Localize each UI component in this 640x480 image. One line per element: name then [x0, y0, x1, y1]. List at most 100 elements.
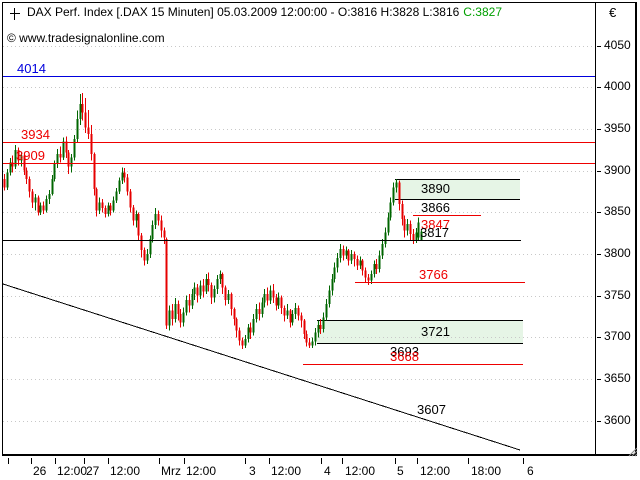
candle-body: [146, 254, 149, 261]
candle-body: [303, 320, 306, 335]
candle-body: [398, 182, 401, 205]
candle-body: [6, 172, 9, 188]
candle-body: [135, 214, 138, 221]
candle-body: [193, 287, 196, 295]
candle-body: [347, 250, 350, 261]
candle-body: [126, 177, 129, 192]
candle-body: [73, 139, 76, 158]
candle-body: [266, 294, 269, 301]
candle-body: [11, 162, 14, 167]
candle-body: [149, 239, 152, 255]
candle-body: [123, 172, 126, 178]
candle-body: [258, 309, 261, 315]
candle-body: [375, 264, 378, 270]
candle-body: [283, 308, 286, 316]
candle-body: [353, 254, 356, 260]
candle-body: [174, 304, 177, 320]
candle-body: [70, 157, 73, 167]
candle-body: [160, 220, 163, 231]
candle-body: [233, 309, 236, 320]
candle-body: [171, 310, 174, 320]
candle-body: [263, 294, 266, 303]
candle-body: [65, 141, 68, 153]
candle-body: [280, 297, 283, 309]
candle-body: [118, 180, 121, 192]
chart-close-value: C:3827: [463, 5, 502, 19]
candle-body: [202, 285, 205, 292]
chart-title: DAX Perf. Index [.DAX 15 Minuten] 05.03.…: [27, 5, 460, 19]
candle-body: [373, 264, 376, 275]
candle-body: [188, 299, 191, 306]
candle-body: [205, 279, 208, 292]
currency-label: €: [609, 5, 617, 20]
candle-body: [3, 179, 6, 188]
candle-body: [275, 297, 278, 306]
candle-body: [401, 204, 404, 220]
candle-body: [420, 231, 423, 241]
candle-body: [417, 222, 420, 238]
candle-body: [219, 274, 222, 280]
candle-body: [345, 250, 348, 256]
candle-body: [107, 205, 110, 215]
resize-grip-icon[interactable]: [628, 447, 638, 457]
candle-body: [177, 304, 180, 315]
candle-body: [370, 274, 373, 281]
candle-body: [227, 294, 230, 300]
zone-fill: [395, 179, 520, 200]
candle-body: [207, 279, 210, 285]
candle-body: [163, 230, 166, 238]
candle-body: [39, 205, 42, 213]
candle-body: [104, 208, 107, 215]
candle-body: [143, 249, 146, 261]
candle-body: [342, 249, 345, 256]
candle-body: [67, 152, 70, 167]
candle-body: [179, 314, 182, 323]
candle-body: [378, 255, 381, 270]
candle-body: [333, 267, 336, 280]
candle-body: [90, 134, 93, 155]
candle-body: [56, 154, 59, 165]
candle-body: [336, 258, 339, 268]
candle-body: [25, 170, 28, 180]
candle-body: [241, 340, 244, 346]
candle-body: [381, 244, 384, 256]
candle-body: [199, 285, 202, 296]
candle-body: [121, 172, 124, 181]
candle-body: [48, 194, 51, 200]
candle-body: [76, 119, 79, 140]
candle-body: [361, 260, 364, 271]
candle-body: [157, 214, 160, 221]
candle-body: [224, 287, 227, 300]
candle-body: [230, 294, 233, 310]
candle-body: [322, 317, 325, 330]
candle-body: [84, 112, 87, 128]
candle-body: [129, 191, 132, 208]
candle-body: [221, 274, 224, 288]
candle-body: [364, 270, 367, 278]
candle-body: [244, 339, 247, 346]
candle-body: [45, 199, 48, 211]
candle-body: [196, 287, 199, 296]
candle-body: [291, 314, 294, 323]
candle-body: [216, 279, 219, 290]
candle-body: [331, 279, 334, 291]
candle-body: [249, 327, 252, 333]
candle-body: [317, 324, 320, 333]
candle-body: [140, 235, 143, 250]
candle-body: [297, 308, 300, 316]
candle-body: [387, 217, 390, 233]
candle-body: [406, 224, 409, 231]
candle-body: [168, 310, 171, 326]
candle-body: [350, 254, 353, 261]
candle-body: [412, 234, 415, 241]
candle-body: [235, 319, 238, 331]
candle-body: [9, 162, 12, 173]
candle-body: [367, 277, 370, 281]
candle-body: [101, 202, 104, 209]
candle-body: [294, 308, 297, 315]
candle-body: [252, 319, 255, 333]
candle-body: [210, 284, 213, 298]
candle-body: [314, 332, 317, 342]
